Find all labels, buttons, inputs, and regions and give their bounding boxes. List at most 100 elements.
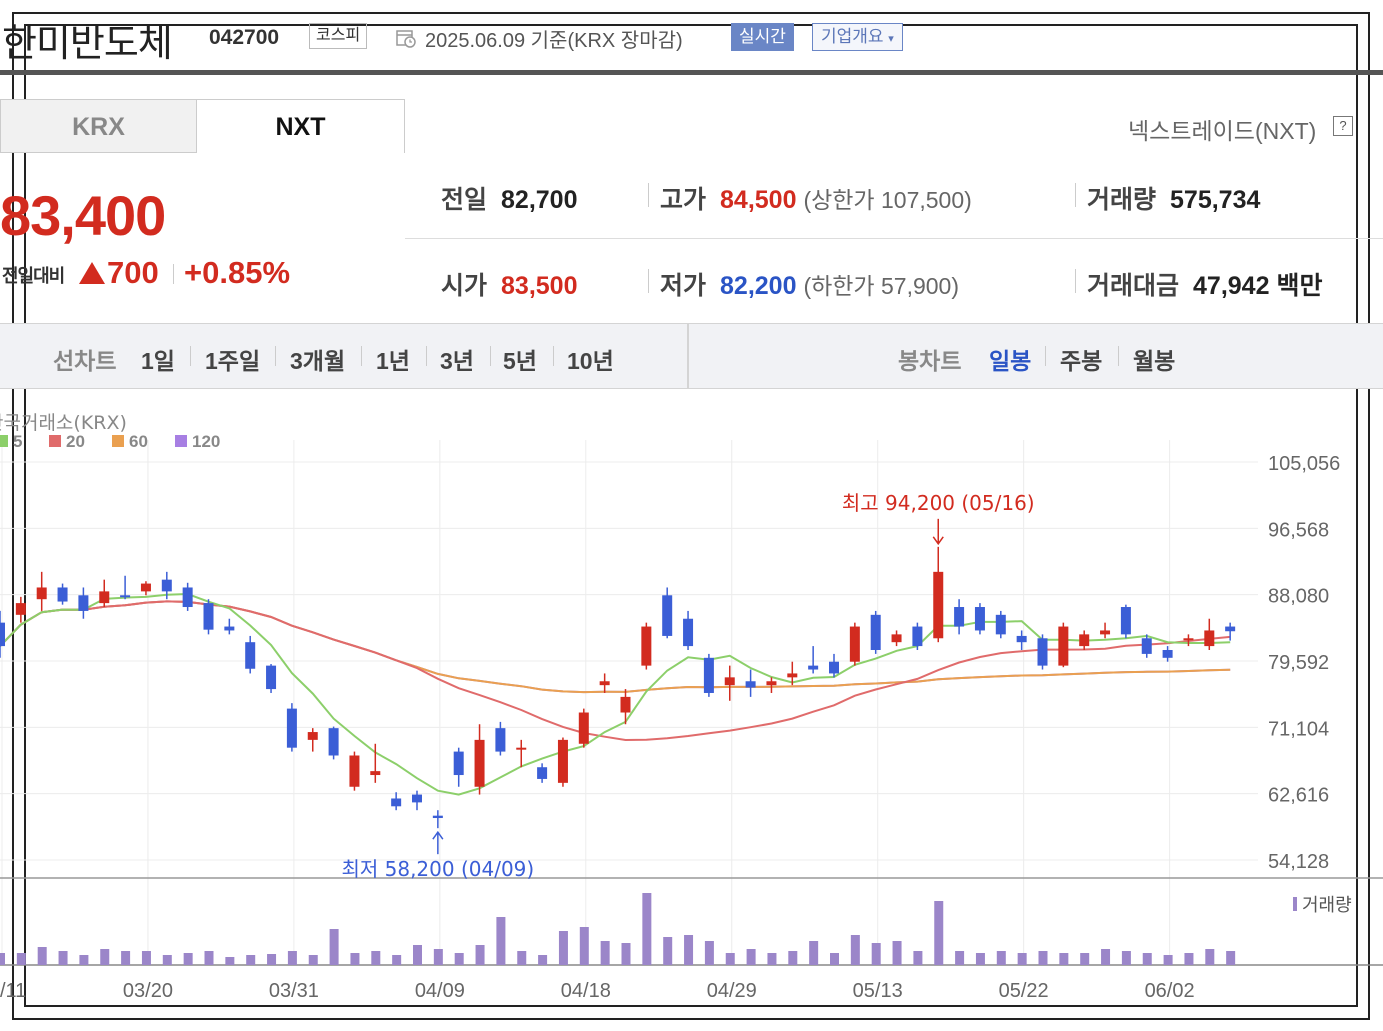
- candle: [328, 726, 339, 760]
- period-1y-button[interactable]: 1년: [376, 348, 410, 374]
- candle-body: [683, 618, 694, 647]
- period-10y-button[interactable]: 10년: [567, 348, 614, 374]
- tab-krx[interactable]: KRX: [0, 99, 197, 153]
- base-date: 2025.06.09 기준(KRX 장마감): [425, 30, 683, 52]
- volume-bar: [871, 943, 881, 965]
- stat-divider: [1075, 183, 1076, 207]
- candle-body: [328, 728, 339, 756]
- source-label: 한국거래소(KRX): [0, 412, 127, 434]
- tab-nxt[interactable]: NXT: [196, 99, 405, 153]
- legend-label: 5: [13, 432, 22, 451]
- candle: [933, 546, 944, 643]
- candle-monthly-button[interactable]: 월봉: [1133, 348, 1176, 374]
- volume-bar: [579, 927, 589, 965]
- company-overview-label: 기업개요: [821, 27, 884, 46]
- period-1d-button[interactable]: 1일: [141, 348, 175, 374]
- candlestick-chart[interactable]: 105,056 96,568 88,080 79,592 71,104 62,616 54,…: [0, 400, 1383, 1020]
- limit-value: 107,500: [880, 187, 965, 213]
- limit-label: 하한가: [811, 273, 875, 299]
- candle: [766, 677, 777, 693]
- candle: [1100, 622, 1111, 639]
- candle: [891, 630, 902, 647]
- candle-body: [349, 755, 360, 787]
- x-tick-label: 05/13: [853, 980, 903, 1002]
- candle: [703, 653, 714, 697]
- volume-bar: [850, 935, 860, 965]
- candle-body: [620, 696, 631, 713]
- candle-body: [15, 603, 26, 615]
- candle-daily-button[interactable]: 일봉: [989, 348, 1032, 374]
- volume-bar: [454, 953, 464, 965]
- volume-bar: [1038, 951, 1048, 965]
- stat-limit: (상한가 107,500): [803, 187, 972, 213]
- candle: [78, 587, 89, 619]
- stat-open: 시가 83,500: [441, 266, 577, 302]
- volume-bar: [684, 935, 694, 965]
- candle: [683, 610, 694, 650]
- volume-bar: [37, 947, 47, 965]
- candle-body: [1141, 638, 1152, 654]
- period-bar: 선차트 1일 1주일 3개월 1년 3년 5년 10년 봉차트 일봉 주봉 월봉: [0, 323, 1383, 389]
- volume-bar: [246, 955, 256, 965]
- stat-label: 거래대금: [1087, 272, 1180, 300]
- candle-body: [453, 751, 464, 776]
- candle-body: [99, 591, 110, 604]
- candle: [286, 703, 297, 752]
- candle: [0, 610, 5, 658]
- candle-body: [495, 728, 506, 752]
- candle: [662, 587, 673, 639]
- realtime-button[interactable]: 실시간: [731, 23, 794, 51]
- stat-value: 575,734: [1170, 186, 1261, 214]
- period-5y-button[interactable]: 5년: [503, 348, 537, 374]
- x-tick-label: 04/09: [415, 980, 465, 1002]
- candle: [161, 571, 172, 600]
- candle-body: [703, 657, 714, 693]
- period-3m-button[interactable]: 3개월: [290, 348, 346, 374]
- volume-bar: [141, 951, 151, 965]
- stat-label: 거래량: [1087, 186, 1157, 214]
- candle-body: [766, 681, 777, 686]
- volume-bar: [1059, 953, 1069, 965]
- candle-body: [641, 626, 652, 666]
- candle-body: [1225, 626, 1236, 632]
- stat-label: 시가: [441, 272, 488, 300]
- candle: [432, 810, 443, 829]
- volume-bar: [1184, 953, 1194, 965]
- stat-value: 83,500: [501, 272, 578, 300]
- candle: [495, 721, 506, 756]
- candle: [36, 571, 47, 611]
- candle: [516, 739, 527, 768]
- volume-bar: [0, 953, 5, 965]
- stat-value: 47,942: [1193, 272, 1270, 300]
- candle: [1058, 622, 1069, 668]
- period-divider: [1118, 346, 1119, 366]
- volume-bar: [371, 951, 381, 965]
- up-arrow-icon: [79, 262, 105, 284]
- candle: [349, 751, 360, 791]
- candle-layer: [0, 546, 1236, 829]
- candle-body: [266, 665, 277, 690]
- y-tick-label: 96,568: [1268, 519, 1329, 541]
- candle: [724, 665, 735, 701]
- volume-bar: [16, 953, 26, 965]
- stat-label: 저가: [660, 272, 707, 300]
- candle-weekly-button[interactable]: 주봉: [1060, 348, 1103, 374]
- period-3y-button[interactable]: 3년: [440, 348, 474, 374]
- candle-body: [1079, 634, 1090, 647]
- volume-bar: [413, 945, 422, 965]
- volume-bar: [162, 955, 172, 965]
- low-annotation: 최저 58,200 (04/09): [341, 857, 534, 881]
- volume-bar: [538, 955, 548, 965]
- candle-body: [724, 677, 735, 686]
- period-1w-button[interactable]: 1주일: [205, 348, 261, 374]
- candle-body: [391, 798, 402, 807]
- stat-label: 전일: [441, 186, 488, 214]
- y-tick-label: 79,592: [1268, 652, 1329, 674]
- stat-volume: 거래량 575,734: [1087, 180, 1260, 216]
- candle-body: [745, 681, 756, 688]
- company-overview-button[interactable]: 기업개요 ▾: [812, 23, 903, 51]
- help-icon[interactable]: ?: [1333, 116, 1353, 136]
- volume-bar: [183, 953, 193, 965]
- limit-value: 57,900: [880, 273, 952, 299]
- candle-body: [370, 771, 381, 776]
